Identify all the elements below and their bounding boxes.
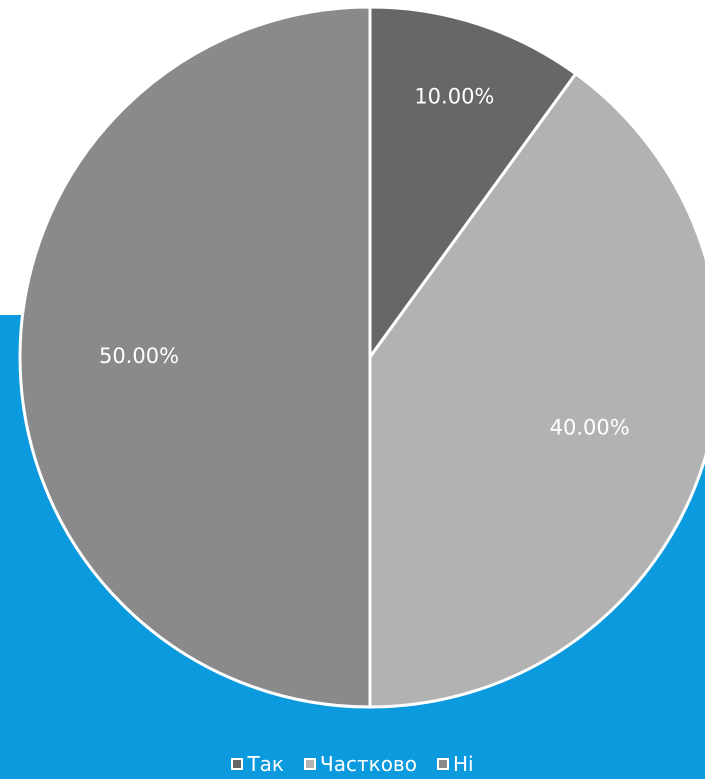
pie-slice-1 xyxy=(368,5,578,359)
legend-swatch xyxy=(436,758,449,770)
legend-item-1: Так xyxy=(231,752,284,776)
pie-slice-3 xyxy=(18,5,372,709)
legend-label: Ні xyxy=(452,752,474,776)
data-label-3: 50.00% xyxy=(99,344,179,368)
data-label-2: 40.00% xyxy=(550,415,630,439)
legend-item-2: Частково xyxy=(304,752,417,776)
legend-swatch xyxy=(231,758,244,770)
legend-item-3: Ні xyxy=(436,752,474,776)
pie-slice-2 xyxy=(368,72,705,709)
legend-swatch xyxy=(304,758,316,770)
data-label-1: 10.00% xyxy=(414,84,494,108)
legend-label: Так xyxy=(247,752,284,776)
legend: Так Частково Ні xyxy=(0,752,705,776)
legend-label: Частково xyxy=(320,752,417,776)
